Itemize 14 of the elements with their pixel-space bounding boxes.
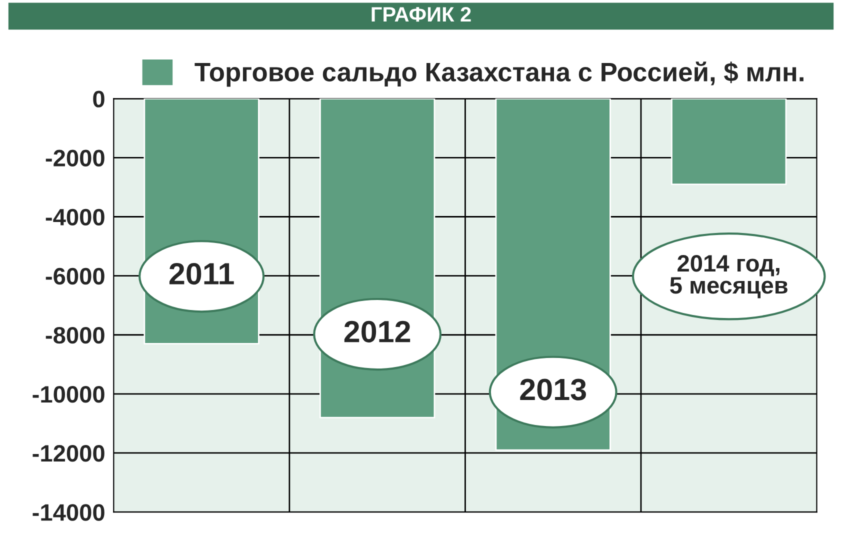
y-tick-label: -6000: [46, 268, 104, 285]
x-tick-label: 2012: [344, 320, 410, 342]
y-tick-label: -8000: [46, 326, 104, 344]
y-tick-label: -2000: [46, 150, 104, 166]
chart-title: ГРАФИК 2: [372, 7, 471, 22]
x-tick-label: 2014 год, 5 месяцев: [670, 255, 788, 298]
legend-label: Торговое сальдо Казахстана с Россией, $ млн.: [194, 62, 804, 87]
y-tick-label: -12000: [32, 445, 104, 462]
y-tick-label: -4000: [46, 208, 104, 226]
x-tick-label: 2013: [520, 378, 586, 400]
y-tick-label: -14000: [32, 504, 104, 521]
y-tick-label: 0: [93, 90, 104, 108]
y-tick-label: -10000: [32, 386, 104, 403]
x-tick-label: 2011: [169, 262, 234, 285]
